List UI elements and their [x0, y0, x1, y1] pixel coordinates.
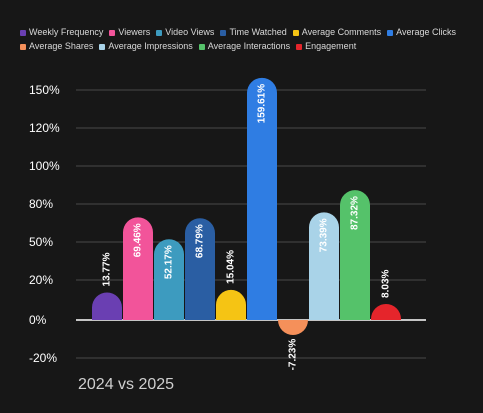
legend-label: Weekly Frequency — [29, 27, 104, 37]
data-label: 69.46% — [133, 223, 144, 257]
bar — [154, 239, 184, 320]
y-tick-label: -20% — [29, 351, 57, 365]
legend-item: Time Watched — [220, 26, 287, 39]
legend-swatch — [20, 29, 26, 36]
data-label: 73.39% — [319, 218, 330, 252]
data-label: 68.79% — [195, 224, 206, 258]
data-label: 13.77% — [102, 252, 113, 286]
legend-label: Average Shares — [29, 41, 94, 51]
legend-swatch — [296, 43, 303, 50]
legend-label: Average Comments — [301, 27, 382, 37]
y-tick-label: 150% — [29, 83, 60, 97]
legend-item: Average Clicks — [387, 26, 456, 39]
data-label: 87.32% — [350, 196, 361, 230]
bar — [340, 190, 370, 320]
bar — [123, 217, 153, 320]
bar — [216, 289, 246, 320]
legend-item: Weekly Frequency — [20, 26, 103, 39]
legend-item: Average Impressions — [99, 40, 193, 53]
y-tick-label: 80% — [29, 197, 53, 211]
legend: Weekly Frequency Viewers Video Views Time W… — [20, 26, 480, 53]
legend-item: Average Shares — [20, 40, 93, 53]
chart-subtitle: 2024 vs 2025 — [78, 376, 175, 393]
legend-swatch — [198, 43, 205, 50]
legend-label: Average Clicks — [396, 27, 457, 37]
legend-label: Viewers — [118, 27, 151, 37]
data-label: 52.17% — [164, 245, 175, 279]
legend-swatch — [109, 29, 116, 36]
data-label: 159.61% — [257, 84, 268, 124]
legend-swatch — [387, 29, 394, 36]
bar — [92, 292, 122, 320]
y-tick-label: 100% — [29, 159, 60, 173]
legend-label: Time Watched — [229, 27, 287, 37]
legend-item: Average Interactions — [198, 40, 291, 53]
bar — [185, 218, 215, 320]
bar — [278, 320, 308, 335]
legend-item: Video Views — [156, 26, 214, 39]
legend-swatch — [292, 29, 299, 36]
data-label: 8.03% — [381, 269, 392, 297]
legend-label: Engagement — [305, 41, 357, 51]
legend-item: Viewers — [109, 26, 150, 39]
legend-swatch — [20, 43, 26, 50]
data-label: -7.23% — [288, 339, 299, 371]
bar — [309, 212, 339, 320]
legend-swatch — [99, 43, 106, 50]
legend-item: Average Comments — [292, 26, 382, 39]
legend-label: Average Interactions — [207, 41, 291, 51]
y-tick-label: 0% — [29, 313, 47, 327]
y-tick-label: 120% — [29, 121, 60, 135]
bar — [247, 77, 277, 320]
legend-label: Average Impressions — [108, 41, 193, 51]
y-tick-label: 20% — [29, 273, 53, 287]
legend-label: Video Views — [165, 27, 215, 37]
legend-swatch — [220, 29, 227, 36]
bar — [371, 303, 401, 320]
y-tick-label: 50% — [29, 235, 53, 249]
data-label: 15.04% — [226, 250, 237, 284]
legend-swatch — [156, 29, 163, 36]
legend-item: Engagement — [296, 40, 356, 53]
